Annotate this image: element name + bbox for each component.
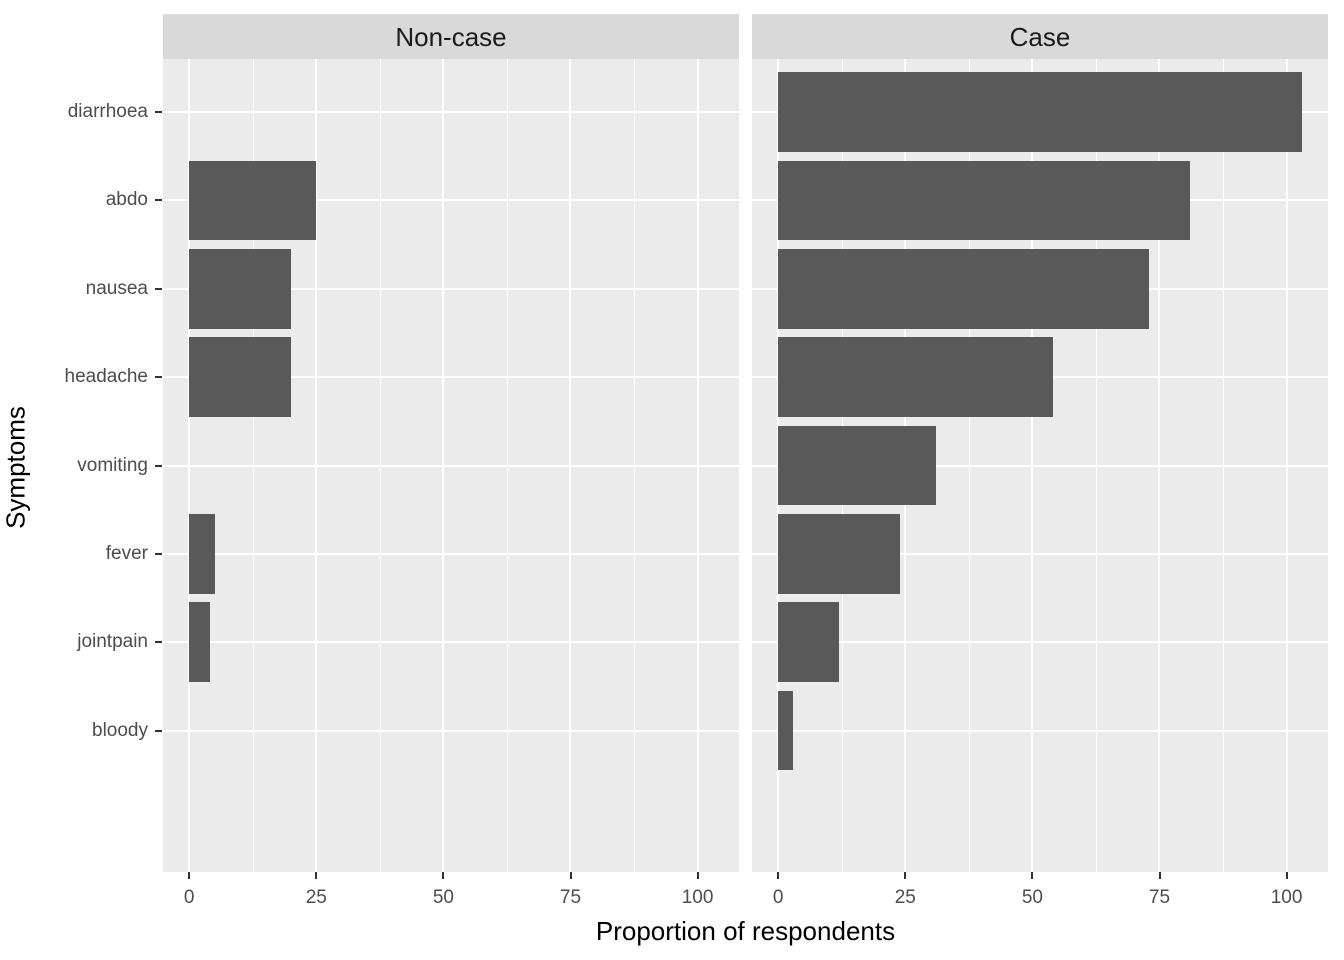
gridline-row-headache [163,376,739,379]
facet-strip-non-case: Non-case [163,14,739,59]
gridline-row-vomiting [163,464,739,467]
x-tick-label-75: 75 [1148,887,1171,908]
bar-non-case-abdo [189,160,317,241]
x-tick-mark-25 [315,872,318,879]
gridline-row-bloody [752,729,1328,732]
x-axis-title: Proportion of respondents [595,916,896,946]
bar-case-nausea [778,248,1150,329]
facet-strip-label: Case [1009,21,1071,52]
y-tick-mark-fever [155,552,162,555]
x-tick-label-0: 0 [772,887,784,908]
y-tick-mark-headache [155,376,162,379]
y-tick-label-nausea: nausea [85,277,148,299]
bar-case-abdo [778,160,1190,241]
x-tick-label-50: 50 [1021,887,1043,908]
gridline-row-jointpain [163,641,739,644]
y-tick-mark-bloody [155,729,162,732]
bar-non-case-jointpain [189,602,210,682]
y-tick-mark-jointpain [155,641,162,644]
y-tick-label-headache: headache [64,366,148,388]
bar-case-fever [778,514,901,594]
x-tick-mark-50 [442,872,445,879]
x-tick-label-25: 25 [305,887,327,908]
x-tick-label-0: 0 [183,887,195,908]
x-tick-label-100: 100 [1270,887,1303,908]
x-tick-mark-75 [1158,872,1161,879]
y-tick-mark-abdo [155,199,162,202]
x-tick-mark-50 [1031,872,1034,879]
y-tick-label-diarrhoea: diarrhoea [67,101,148,122]
x-tick-label-50: 50 [432,887,454,908]
x-tick-mark-100 [1285,872,1288,879]
y-tick-label-abdo: abdo [105,189,148,211]
bar-case-diarrhoea [778,72,1302,152]
y-tick-mark-diarrhoea [155,111,162,113]
gridline-row-diarrhoea [163,111,739,114]
facet-panel-case [752,59,1328,872]
gridline-row-fever [752,552,1328,555]
y-tick-label-jointpain: jointpain [77,631,148,653]
gridline-row-nausea [163,287,739,290]
bar-non-case-headache [189,337,291,417]
x-tick-label-100: 100 [681,887,714,908]
gridline-row-fever [163,552,739,555]
y-tick-label-fever: fever [105,542,148,564]
x-tick-mark-0 [777,872,780,879]
x-tick-mark-25 [904,872,907,879]
gridline-row-bloody [163,729,739,732]
y-tick-mark-nausea [155,287,162,290]
facet-strip-label: Non-case [395,21,507,52]
x-tick-mark-100 [696,872,699,879]
x-tick-mark-75 [569,872,572,879]
x-tick-mark-0 [188,872,191,879]
gridline-row-abdo [163,199,739,202]
bar-case-vomiting [778,425,936,506]
gridline-row-jointpain [752,641,1328,644]
y-tick-mark-vomiting [155,464,162,467]
y-tick-label-vomiting: vomiting [77,454,148,476]
y-tick-label-bloody: bloody [92,719,148,741]
x-tick-label-25: 25 [894,887,916,908]
bar-case-jointpain [778,602,840,682]
bar-non-case-fever [189,514,215,594]
bar-non-case-nausea [189,248,291,329]
facet-panel-non-case [163,59,739,872]
gridline-row-vomiting [752,464,1328,467]
bar-case-headache [778,337,1053,417]
facet-strip-case: Case [752,14,1328,59]
bar-case-bloody [778,690,794,771]
x-tick-label-75: 75 [559,887,582,908]
